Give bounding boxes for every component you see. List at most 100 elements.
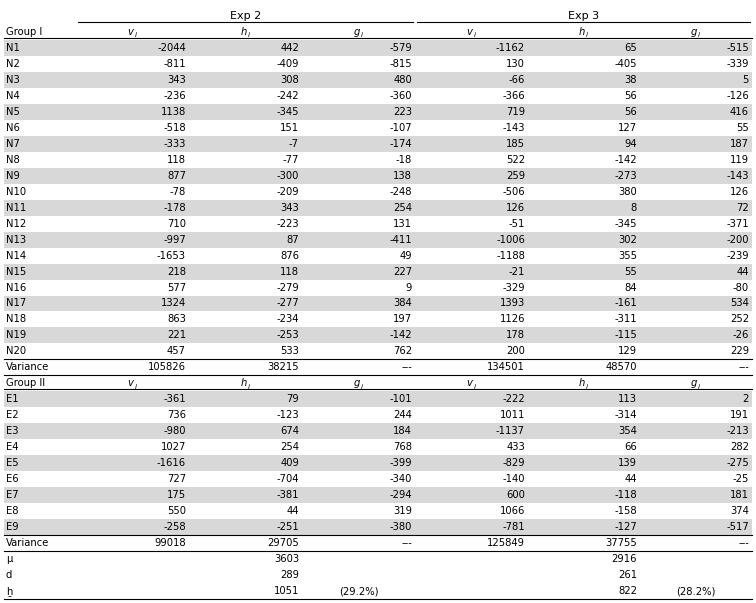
Text: g: g [353,27,360,37]
Text: -242: -242 [277,91,299,101]
Text: 29705: 29705 [268,538,299,548]
Text: i: i [247,33,249,39]
Text: 221: 221 [167,330,186,341]
Text: N20: N20 [6,346,26,356]
Text: 48570: 48570 [606,362,637,373]
Text: 416: 416 [730,107,749,117]
Bar [4,104,752,120]
Text: N19: N19 [6,330,26,341]
Text: 380: 380 [618,187,637,197]
Text: 254: 254 [393,203,412,213]
Text: -77: -77 [283,155,299,165]
Text: -333: -333 [163,139,186,149]
Text: -158: -158 [615,506,637,516]
Bar [4,232,752,248]
Text: -107: -107 [389,123,412,133]
Text: -2044: -2044 [157,43,186,53]
Text: -115: -115 [614,330,637,341]
Text: -273: -273 [615,171,637,181]
Text: 218: 218 [167,267,186,277]
Text: 55: 55 [736,123,749,133]
Text: d: d [6,570,12,580]
Text: N6: N6 [6,123,20,133]
Text: 125849: 125849 [487,538,525,548]
Text: 719: 719 [506,107,525,117]
Bar [4,535,752,551]
Bar [4,455,752,471]
Text: N11: N11 [6,203,26,213]
Text: N12: N12 [6,219,26,229]
Bar [4,487,752,503]
Text: N4: N4 [6,91,20,101]
Bar [4,56,752,72]
Bar [4,439,752,455]
Text: E7: E7 [6,490,19,500]
Text: 134501: 134501 [487,362,525,373]
Text: -78: -78 [170,187,186,197]
Text: -248: -248 [389,187,412,197]
Text: N14: N14 [6,251,26,260]
Text: N3: N3 [6,75,20,85]
Text: 72: 72 [736,203,749,213]
Text: 56: 56 [624,107,637,117]
Text: i: i [473,384,476,390]
Text: -143: -143 [727,171,749,181]
Text: 66: 66 [624,442,637,452]
Text: -140: -140 [503,474,525,484]
Text: -275: -275 [727,458,749,469]
Text: 131: 131 [393,219,412,229]
Text: 9: 9 [406,283,412,292]
Bar [4,423,752,439]
Text: -174: -174 [389,139,412,149]
Text: -329: -329 [503,283,525,292]
Text: (28.2%): (28.2%) [677,586,716,596]
Text: -360: -360 [389,91,412,101]
Text: -143: -143 [503,123,525,133]
Text: i: i [698,384,700,390]
Text: i: i [586,33,588,39]
Text: -345: -345 [615,219,637,229]
Text: -311: -311 [615,315,637,324]
Text: 261: 261 [618,570,637,580]
Text: -178: -178 [163,203,186,213]
Text: -781: -781 [503,522,525,532]
Bar [4,264,752,280]
Text: E6: E6 [6,474,19,484]
Text: 302: 302 [618,235,637,245]
Text: -294: -294 [389,490,412,500]
Text: E2: E2 [6,410,19,420]
Text: 727: 727 [167,474,186,484]
Text: i: i [135,384,137,390]
Text: -515: -515 [727,43,749,53]
Text: -1137: -1137 [496,426,525,437]
Text: h: h [240,378,246,388]
Text: i: i [361,384,362,390]
Text: 600: 600 [506,490,525,500]
Text: 119: 119 [730,155,749,165]
Text: 37755: 37755 [606,538,637,548]
Text: -980: -980 [163,426,186,437]
Text: -405: -405 [615,59,637,69]
Text: -253: -253 [277,330,299,341]
Text: 105826: 105826 [148,362,186,373]
Text: v: v [128,27,134,37]
Text: -209: -209 [277,187,299,197]
Text: -366: -366 [503,91,525,101]
Bar [4,327,752,344]
Text: 181: 181 [730,490,749,500]
Text: 118: 118 [167,155,186,165]
Text: i: i [586,384,588,390]
Text: -579: -579 [389,43,412,53]
Text: 409: 409 [280,458,299,469]
Text: -123: -123 [277,410,299,420]
Bar [4,120,752,136]
Text: -381: -381 [277,490,299,500]
Bar [4,295,752,312]
Text: 1051: 1051 [274,586,299,596]
Text: i: i [473,33,476,39]
Text: 254: 254 [280,442,299,452]
Text: -239: -239 [727,251,749,260]
Text: N13: N13 [6,235,26,245]
Text: N8: N8 [6,155,20,165]
Text: -101: -101 [389,394,412,405]
